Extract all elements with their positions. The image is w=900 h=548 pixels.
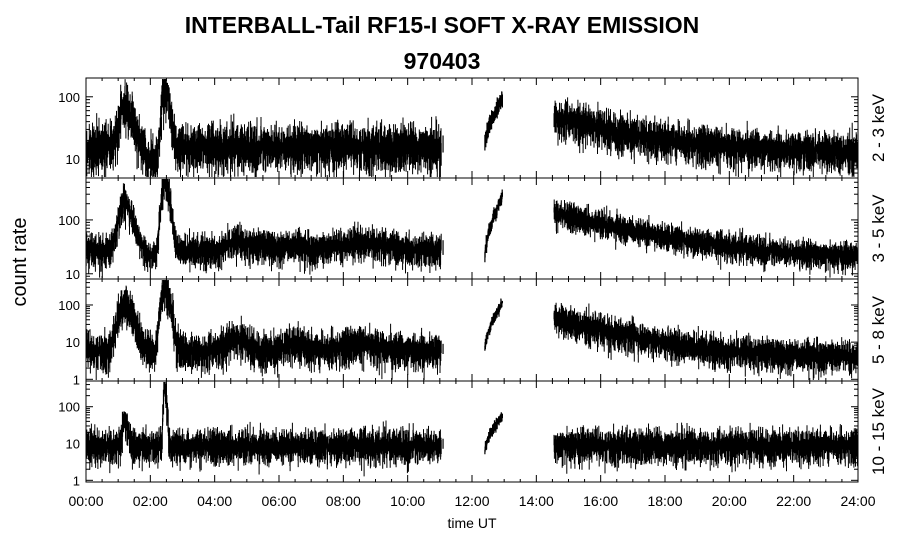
x-tick-label: 24:00 [840,493,875,509]
series-segment-fragment [484,91,503,151]
x-tick-label: 00:00 [68,493,103,509]
series-segment-late [553,97,859,177]
series-segment-late [553,422,859,474]
channel-label: 5 - 8 keV [869,295,888,364]
series-segment-fragment [484,412,503,455]
x-tick-label: 04:00 [197,493,232,509]
x-tick-label: 12:00 [454,493,489,509]
chart-subtitle: 970403 [403,48,481,74]
x-tick-label: 06:00 [261,493,296,509]
y-axis-title: count rate [9,218,31,307]
y-tick-label: 100 [58,90,80,105]
series-segment-early [85,79,442,177]
y-tick-label: 10 [66,335,80,350]
x-tick-label: 22:00 [776,493,811,509]
x-tick-label: 02:00 [133,493,168,509]
y-tick-label: 10 [66,437,80,452]
series-segment-fragment [484,298,503,351]
series-segment-late [553,302,859,380]
panel-4: 1 10 100 10 - 15 keV [58,380,888,488]
y-tick-label: 100 [58,298,80,313]
channel-label: 3 - 5 keV [869,194,888,263]
y-tick-label: 10 [66,267,80,282]
series-segment-early [85,179,442,278]
channel-label: 2 - 3 keV [869,93,888,162]
chart-title: INTERBALL-Tail RF15-I SOFT X-RAY EMISSIO… [184,12,700,38]
y-tick-label: 1 [73,372,80,387]
y-tick-label: 10 [66,152,80,167]
panel-2: 10 100 3 - 5 keV [58,177,888,282]
x-tick-label: 14:00 [519,493,554,509]
y-tick-label: 100 [58,213,80,228]
channel-label: 10 - 15 keV [869,387,888,475]
series-segment-late [553,199,859,278]
x-axis-title: time UT [448,515,497,531]
x-tick-label: 10:00 [390,493,425,509]
series-segment-early [85,382,442,477]
panel-3: 1 10 100 5 - 8 keV [58,278,888,387]
series-segment-early [85,280,442,380]
x-tick-label: 18:00 [647,493,682,509]
x-tick-label: 08:00 [326,493,361,509]
series-segment-fragment [484,189,503,263]
x-tick-label: 20:00 [712,493,747,509]
x-tick-label: 16:00 [583,493,618,509]
y-tick-label: 100 [58,400,80,415]
panel-1: 10 100 2 - 3 keV [58,77,888,179]
y-tick-label: 1 [73,473,80,488]
